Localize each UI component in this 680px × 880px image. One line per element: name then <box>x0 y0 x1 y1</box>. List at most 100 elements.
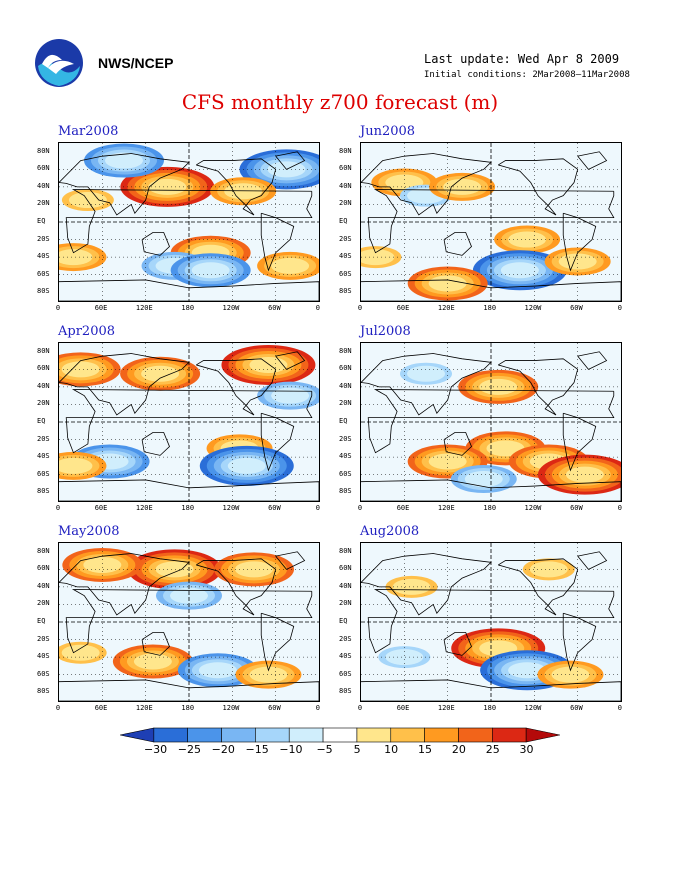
lon-tick-label: 60W <box>268 704 281 712</box>
lon-tick-label: 120E <box>437 704 455 712</box>
anomaly-blob <box>249 356 288 373</box>
lon-tick-label: 120E <box>135 704 153 712</box>
panel-label: Aug2008 <box>360 524 420 539</box>
colorbar-swatch <box>153 727 188 743</box>
coastline <box>141 232 170 256</box>
lat-tick-label: 80N <box>339 546 352 555</box>
lat-tick-label: EQ <box>37 617 46 625</box>
lat-tick-label: EQ <box>37 417 46 425</box>
lat-tick-label: EQ <box>339 417 348 425</box>
noaa-logo-icon <box>35 39 83 87</box>
anomaly-blob <box>428 453 467 470</box>
lat-tick-label: 40N <box>37 381 50 390</box>
lat-tick-label: 80S <box>339 687 352 696</box>
anomaly-blob <box>170 587 208 604</box>
anomaly-blob <box>198 662 237 679</box>
lon-tick-label: 0 <box>617 704 623 712</box>
anomaly-blob <box>464 471 503 488</box>
anomaly-blob <box>61 361 100 378</box>
panel-label: Apr2008 <box>58 324 116 339</box>
colorbar-swatch <box>458 727 493 743</box>
lon-tick-label: 60E <box>396 704 410 712</box>
panel-label: May2008 <box>58 524 120 539</box>
coastline <box>577 351 608 370</box>
anomaly-blob <box>249 666 288 683</box>
colorbar-tick-label: 20 <box>451 743 466 756</box>
lat-tick-label: 40S <box>37 652 50 661</box>
coastline <box>367 189 615 254</box>
anomaly-blob <box>392 578 431 595</box>
colorbar-tick-label: 25 <box>485 743 500 756</box>
lon-tick-label: 60W <box>268 504 281 512</box>
colorbar-swatch <box>390 727 425 743</box>
coastline <box>275 351 306 370</box>
anomaly-blob <box>565 466 604 483</box>
coastline <box>59 679 319 701</box>
anomaly-blob <box>191 262 230 279</box>
panel-apr2008: Apr2008 80N 60N 40N 20N EQ 20S 40S 60S 80S 0 60E 120… <box>37 324 358 532</box>
lat-tick-label: 40N <box>37 181 50 190</box>
colorbar-swatch <box>119 727 155 743</box>
anomaly-blob <box>83 556 122 573</box>
lon-tick-label: 60W <box>268 304 281 312</box>
lon-tick-label: 0 <box>315 304 321 312</box>
lat-tick-label: 40N <box>339 181 352 190</box>
coastline <box>577 551 608 570</box>
lon-tick-label: 60W <box>570 304 583 312</box>
anomaly-blob <box>227 457 266 474</box>
lat-tick-label: 80N <box>339 346 352 355</box>
lat-tick-label: 80N <box>37 346 50 355</box>
lat-tick-label: 20N <box>339 399 352 408</box>
anomaly-blob <box>235 561 273 578</box>
anomaly-blob <box>133 653 172 670</box>
coastline <box>443 632 472 656</box>
coastline <box>260 612 295 672</box>
anomaly-blob <box>141 365 180 382</box>
colorbar-tick-label: 15 <box>418 743 432 756</box>
coastline <box>361 679 621 701</box>
coastline <box>59 279 319 301</box>
lat-tick-label: 80N <box>339 146 352 155</box>
lat-tick-label: 20S <box>339 634 352 643</box>
lat-tick-label: 40S <box>339 252 352 261</box>
anomaly-map <box>58 542 320 702</box>
lat-tick-label: 40S <box>339 452 352 461</box>
lon-tick-label: 120E <box>135 504 153 512</box>
lat-tick-label: 60N <box>37 364 50 373</box>
lat-tick-label: 40S <box>339 652 352 661</box>
lat-tick-label: 60N <box>339 364 352 373</box>
colorbar-tick-label: −5 <box>316 743 333 756</box>
lat-tick-label: 80S <box>339 487 352 496</box>
lat-tick-label: 20S <box>339 434 352 443</box>
lon-tick-label: 60E <box>396 504 410 512</box>
lon-tick-label: 0 <box>55 504 61 512</box>
anomaly-blob <box>500 262 539 279</box>
lon-tick-label: 60E <box>94 304 108 312</box>
colorbar-tick-label: 5 <box>353 743 361 756</box>
lat-tick-label: 20N <box>37 399 50 408</box>
lon-tick-label: 120E <box>437 504 455 512</box>
anomaly-blob <box>271 387 310 404</box>
colorbar-tick-label: −20 <box>211 743 235 756</box>
colorbar-tick-label: −15 <box>245 743 269 756</box>
coastline <box>65 389 313 454</box>
coastline <box>260 412 295 472</box>
colorbar-swatches <box>119 727 561 743</box>
anomaly-blob <box>529 561 568 578</box>
lat-tick-label: 80S <box>339 287 352 296</box>
colorbar-swatch <box>492 727 527 743</box>
lon-tick-label: 120W <box>524 704 542 712</box>
colorbar-swatch <box>187 727 222 743</box>
lon-tick-label: 0 <box>315 504 321 512</box>
lon-tick-label: 0 <box>315 704 321 712</box>
colorbar-swatch <box>424 727 459 743</box>
coastline <box>59 479 319 501</box>
lon-tick-label: 120E <box>437 304 455 312</box>
coastline <box>443 232 472 256</box>
lat-tick-label: 20N <box>37 199 50 208</box>
panel-label: Mar2008 <box>58 124 119 139</box>
anomaly-map <box>58 142 320 302</box>
anomaly-map <box>360 342 622 502</box>
anomaly-blob <box>479 378 518 395</box>
lat-tick-label: 60N <box>339 564 352 573</box>
